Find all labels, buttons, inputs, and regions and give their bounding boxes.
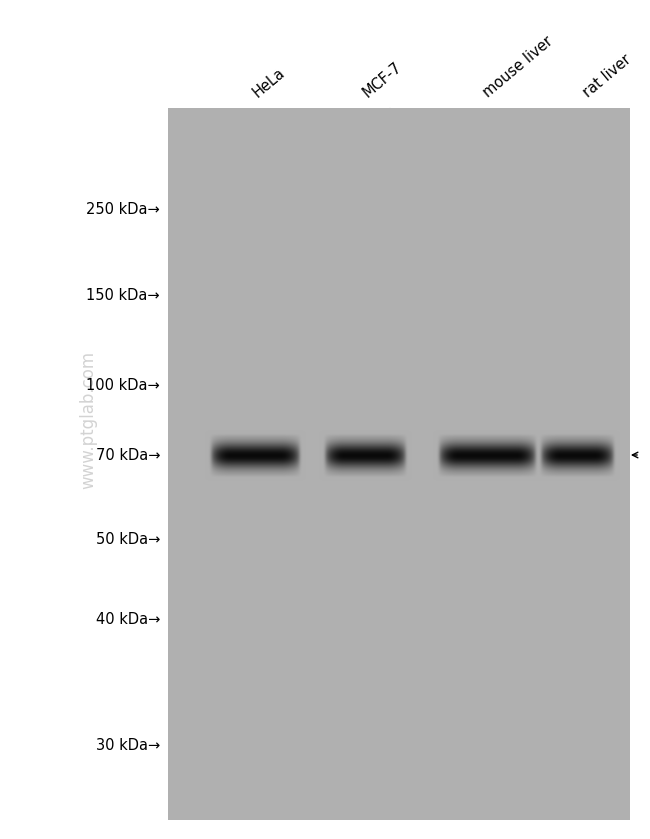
Text: mouse liver: mouse liver [480,34,556,100]
Text: 100 kDa→: 100 kDa→ [86,378,160,393]
Text: 30 kDa→: 30 kDa→ [96,737,160,753]
Text: MCF-7: MCF-7 [360,59,405,100]
Bar [168,108,630,820]
Text: 40 kDa→: 40 kDa→ [96,612,160,628]
Text: www.ptglab.com: www.ptglab.com [79,351,97,489]
Bar [168,820,630,839]
Text: HeLa: HeLa [250,65,288,100]
Text: rat liver: rat liver [580,51,634,100]
Bar [630,0,650,839]
Text: 70 kDa→: 70 kDa→ [96,447,160,462]
Text: 250 kDa→: 250 kDa→ [86,202,160,217]
Text: 150 kDa→: 150 kDa→ [86,288,160,303]
Bar [168,0,630,108]
Bar [0,0,168,839]
Text: 50 kDa→: 50 kDa→ [96,533,160,548]
